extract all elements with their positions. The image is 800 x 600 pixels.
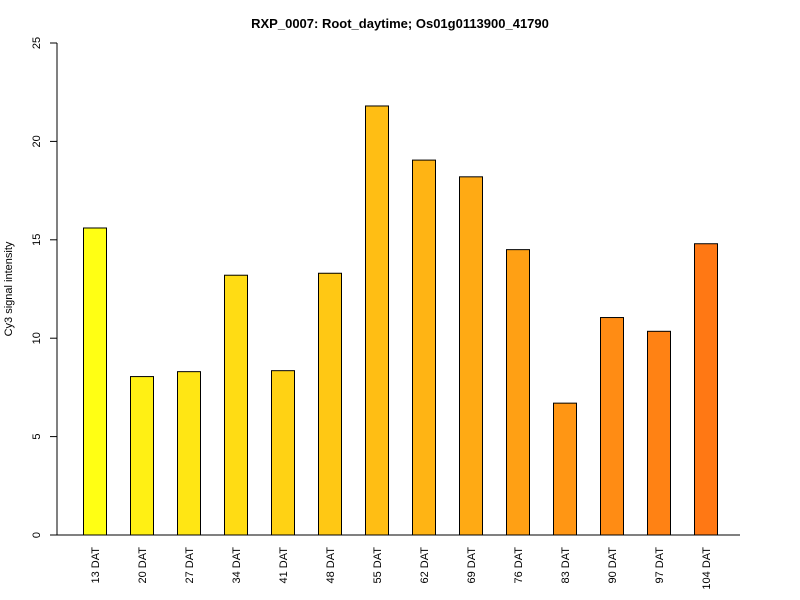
chart-title: RXP_0007: Root_daytime; Os01g0113900_417… — [251, 16, 549, 31]
x-tick-label: 34 DAT — [231, 547, 243, 584]
y-tick-label: 15 — [31, 234, 43, 246]
bar-62-dat — [412, 159, 436, 536]
bar-90-dat — [600, 317, 624, 536]
x-tick-label: 55 DAT — [372, 547, 384, 584]
x-tick-label: 76 DAT — [513, 547, 525, 584]
bar-55-dat — [365, 105, 389, 536]
bar-34-dat — [224, 274, 248, 536]
y-axis: 0 5 10 15 20 25 — [31, 37, 740, 538]
bar-83-dat — [553, 402, 577, 536]
y-tick-label: 10 — [31, 332, 43, 344]
y-tick-label: 25 — [31, 37, 43, 49]
bar-27-dat — [177, 371, 201, 536]
x-tick-label: 83 DAT — [560, 547, 572, 584]
y-tick-label: 20 — [31, 135, 43, 147]
x-axis-labels: 13 DAT 20 DAT 27 DAT 34 DAT 41 DAT 48 DAT 55 D… — [90, 547, 713, 590]
x-tick-label: 69 DAT — [466, 547, 478, 584]
bar-69-dat — [459, 176, 483, 536]
bar-76-dat — [506, 249, 530, 536]
x-tick-label: 13 DAT — [90, 547, 102, 584]
bar-20-dat — [130, 376, 154, 536]
bar-48-dat — [318, 272, 342, 536]
x-tick-label: 48 DAT — [325, 547, 337, 584]
bar-41-dat — [271, 370, 295, 536]
y-tick-label: 0 — [31, 532, 43, 538]
x-tick-label: 27 DAT — [184, 547, 196, 584]
x-tick-label: 62 DAT — [419, 547, 431, 584]
x-tick-label: 90 DAT — [607, 547, 619, 584]
x-tick-label: 97 DAT — [654, 547, 666, 584]
bar-104-dat — [694, 243, 718, 536]
bar-13-dat — [83, 227, 107, 536]
y-tick-label: 5 — [31, 434, 43, 440]
y-axis-label: Cy3 signal intensity — [3, 241, 15, 336]
x-tick-label: 20 DAT — [137, 547, 149, 584]
bars-group — [83, 105, 718, 536]
bar-97-dat — [647, 330, 671, 536]
x-tick-label: 104 DAT — [701, 547, 713, 590]
x-tick-label: 41 DAT — [278, 547, 290, 584]
